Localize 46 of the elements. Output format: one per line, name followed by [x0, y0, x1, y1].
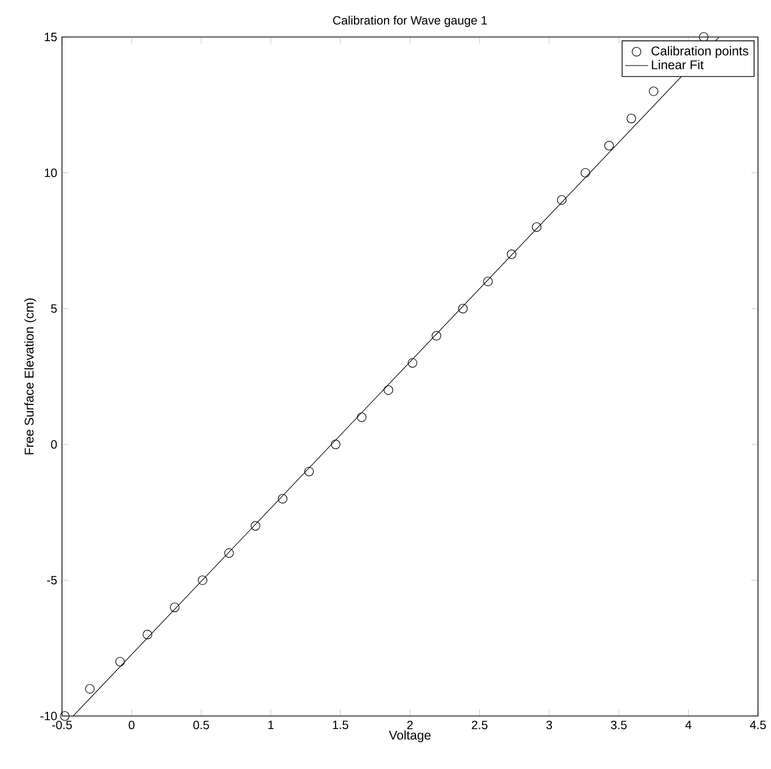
- y-tick-label: -10: [40, 712, 57, 720]
- x-tick-label: 4.5: [750, 720, 766, 730]
- x-tick-label: 1.5: [332, 720, 348, 730]
- x-tick-label: 0.5: [193, 720, 210, 730]
- x-tick-label: 3.5: [610, 720, 627, 730]
- point: [198, 575, 208, 585]
- point: [604, 140, 614, 150]
- point: [356, 412, 366, 422]
- x-tick-label: 4: [685, 720, 692, 729]
- x-axis-title: Voltage: [388, 730, 431, 742]
- x-tick-label: 2.5: [472, 720, 488, 730]
- point: [648, 86, 658, 96]
- y-tick-label: 0: [51, 440, 57, 449]
- x-tick-label: 0: [128, 720, 134, 730]
- point: [60, 711, 70, 721]
- x-tick-label: -0.5: [52, 720, 72, 730]
- point: [626, 114, 636, 124]
- point: [142, 630, 152, 640]
- point: [330, 440, 340, 450]
- point: [115, 656, 125, 666]
- chart-title: Calibration for Wave gauge 1: [333, 16, 487, 27]
- y-tick-label: 10: [44, 168, 57, 178]
- point: [532, 222, 542, 232]
- point: [458, 304, 468, 314]
- y-tick-label: 5: [51, 304, 57, 313]
- point: [304, 466, 314, 476]
- x-tick-label: 2: [407, 720, 413, 730]
- point: [170, 602, 180, 612]
- legend-label: Linear Fit: [652, 60, 704, 70]
- point: [556, 195, 566, 205]
- y-tick-label: -5: [47, 576, 57, 584]
- point: [85, 684, 95, 694]
- point: [432, 331, 442, 340]
- x-tick-label: 1: [268, 720, 274, 729]
- point: [250, 521, 260, 531]
- point: [580, 168, 590, 178]
- point: [224, 548, 234, 558]
- point: [278, 494, 288, 504]
- point: [384, 385, 394, 395]
- legend-label: Calibration points: [652, 46, 748, 58]
- point: [483, 276, 493, 286]
- y-axis-title: Free Surface Elevation (cm): [24, 298, 36, 454]
- x-tick-label: 3: [546, 720, 552, 730]
- point: [408, 358, 418, 368]
- point: [506, 250, 516, 260]
- y-tick-label: 15: [44, 32, 57, 42]
